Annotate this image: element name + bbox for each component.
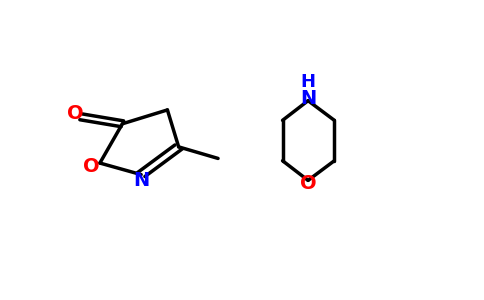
Text: N: N: [133, 171, 149, 190]
Text: H: H: [301, 73, 316, 91]
Text: O: O: [300, 174, 317, 193]
Text: O: O: [83, 157, 100, 176]
Text: N: N: [300, 89, 316, 108]
Text: O: O: [67, 104, 84, 123]
